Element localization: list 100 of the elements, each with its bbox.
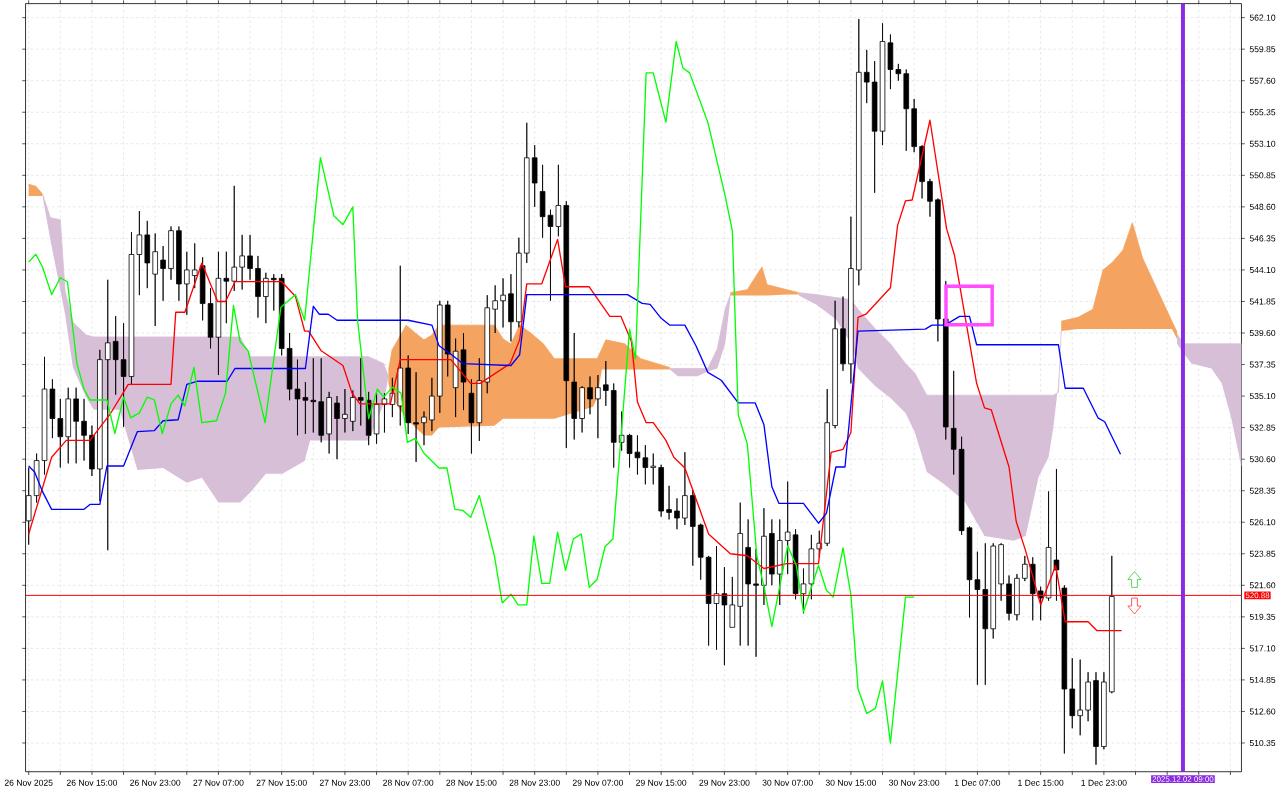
candlestick <box>950 370 957 475</box>
candlestick <box>1022 555 1028 582</box>
candlestick <box>690 489 696 567</box>
candlestick <box>769 518 775 586</box>
candlestick <box>492 284 498 334</box>
y-tick-label: 526.10 <box>1249 519 1276 526</box>
y-tick-label: 562.10 <box>1249 14 1276 21</box>
candlestick <box>595 374 601 439</box>
y-tick-label: 530.60 <box>1249 456 1276 463</box>
candlestick <box>911 98 917 153</box>
candlestick <box>776 518 783 606</box>
candlestick <box>563 200 570 449</box>
candlestick <box>650 453 657 485</box>
x-tick-label: 29 Nov 15:00 <box>636 779 687 786</box>
x-tick-label: 1 Dec 23:00 <box>1081 779 1127 786</box>
candlestick <box>168 226 174 281</box>
candlestick <box>421 411 427 446</box>
y-tick-label: 546.35 <box>1249 235 1276 242</box>
candlestick <box>97 349 103 502</box>
candlestick <box>642 444 649 485</box>
candlestick <box>871 60 878 194</box>
candlestick <box>476 357 483 442</box>
x-tick-label: 27 Nov 23:00 <box>319 779 371 786</box>
candlestick <box>176 226 182 302</box>
candlestick <box>1085 671 1091 722</box>
candlestick <box>104 279 111 551</box>
x-tick-label: 30 Nov 23:00 <box>889 779 940 786</box>
y-tick-label: 535.10 <box>1249 392 1276 400</box>
candlestick <box>1014 573 1020 621</box>
candlestick <box>682 451 688 526</box>
y-tick-label: 514.85 <box>1249 676 1276 683</box>
candlestick <box>1077 659 1083 736</box>
candlestick <box>784 481 791 575</box>
candlestick <box>761 507 767 606</box>
candlestick <box>1093 671 1099 766</box>
candlestick <box>112 315 119 396</box>
x-tick-label: 29 Nov 07:00 <box>572 779 624 786</box>
candlestick <box>81 398 87 461</box>
candlestick <box>73 387 79 464</box>
line-series <box>28 293 1122 524</box>
x-tick-label: 26 Nov 2025 <box>4 779 53 786</box>
candlestick <box>745 518 751 646</box>
y-tick-label: 512.60 <box>1249 708 1276 715</box>
y-tick-label: 553.10 <box>1249 140 1276 147</box>
candlestick <box>508 273 514 342</box>
candlestick <box>990 542 996 639</box>
candlestick <box>152 233 158 327</box>
candlestick <box>144 220 151 289</box>
y-tick-label: 537.35 <box>1249 361 1276 368</box>
line-series <box>28 40 915 744</box>
x-tick-label: 1 Dec 07:00 <box>954 779 1001 786</box>
candlestick <box>895 63 902 82</box>
x-tick-label: 28 Nov 15:00 <box>446 779 497 786</box>
candlestick <box>935 197 941 342</box>
candlestick <box>753 548 759 658</box>
candlestick <box>444 300 451 377</box>
candlestick <box>89 425 95 477</box>
x-tick-label: 28 Nov 23:00 <box>509 779 560 786</box>
candlestick <box>342 388 348 433</box>
y-tick-label: 517.10 <box>1249 645 1276 652</box>
candlestick <box>674 497 680 530</box>
x-tick-label: 26 Nov 23:00 <box>130 779 181 786</box>
y-tick-label: 510.35 <box>1249 739 1276 746</box>
y-tick-label: 550.85 <box>1249 172 1276 179</box>
candlestick <box>658 464 664 517</box>
x-tick-label: 1 Dec 15:00 <box>1018 779 1064 786</box>
candlestick <box>247 234 253 281</box>
candlestick <box>191 242 198 289</box>
candlestick <box>413 371 419 463</box>
candlestick <box>334 395 340 460</box>
candlestick <box>65 387 71 464</box>
candlestick <box>943 280 949 440</box>
candlestick <box>271 273 277 311</box>
y-tick-label: 539.60 <box>1249 329 1276 336</box>
x-tick-label: 28 Nov 07:00 <box>383 779 434 786</box>
candlestick <box>1069 657 1076 729</box>
candlestick <box>1101 671 1107 750</box>
candlestick <box>468 378 475 454</box>
y-tick-label: 544.10 <box>1249 266 1276 273</box>
candlestick <box>808 534 815 600</box>
candlestick <box>1006 575 1012 621</box>
candlestick <box>579 385 585 433</box>
candlestick <box>429 377 435 432</box>
candlestick <box>136 210 143 296</box>
y-tick-label: 555.35 <box>1249 109 1276 116</box>
candlestick <box>982 542 989 686</box>
y-tick-label: 557.60 <box>1249 77 1276 84</box>
candlestick <box>848 216 854 384</box>
candlestick <box>310 357 317 433</box>
candlestick <box>729 576 736 628</box>
candlestick <box>863 49 870 104</box>
candlestick <box>610 383 617 468</box>
x-tick-label: 26 Nov 15:00 <box>66 779 118 786</box>
candlestick <box>832 300 838 429</box>
candlestick <box>840 296 846 372</box>
x-tick-label: 27 Nov 07:00 <box>193 779 244 786</box>
candlestick <box>350 390 356 432</box>
candlestick <box>603 360 609 407</box>
candlestick <box>500 277 506 328</box>
candlestick <box>998 542 1004 602</box>
